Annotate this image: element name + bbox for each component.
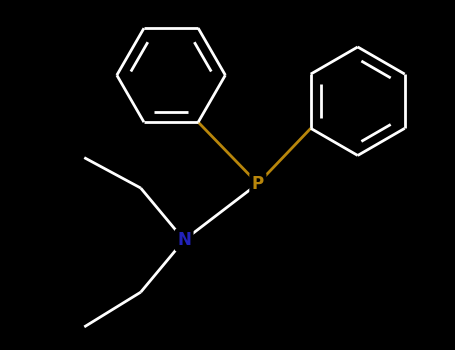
Text: N: N: [177, 231, 191, 249]
Text: P: P: [252, 175, 264, 193]
